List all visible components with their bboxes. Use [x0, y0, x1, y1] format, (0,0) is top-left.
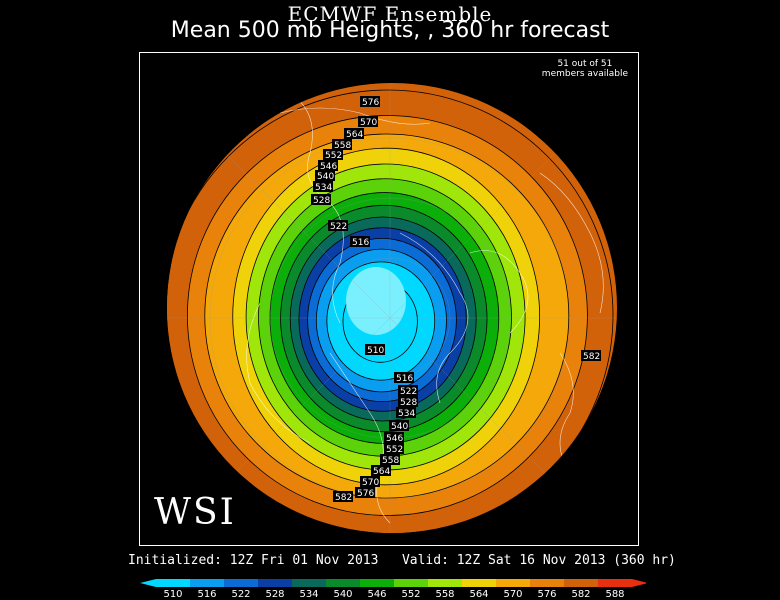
contour-label: 528 [311, 194, 331, 206]
svg-text:546: 546 [320, 162, 337, 172]
legend-label: 558 [435, 589, 454, 599]
svg-text:564: 564 [346, 130, 363, 140]
svg-text:516: 516 [352, 238, 369, 248]
contour-label: 534 [313, 181, 333, 193]
legend-swatch-552 [394, 579, 428, 587]
svg-text:534: 534 [398, 409, 415, 419]
svg-text:576: 576 [357, 489, 374, 499]
contour-label: 540 [315, 170, 335, 182]
contour-label: 564 [371, 465, 391, 477]
contour-label: 582 [333, 491, 353, 503]
legend-label: 528 [265, 589, 284, 599]
svg-text:516: 516 [396, 374, 413, 384]
legend-arrow-right [632, 579, 646, 587]
contour-label: 582 [581, 350, 601, 362]
contour-label: 576 [360, 96, 380, 108]
contour-label: 546 [318, 160, 338, 172]
contour-label: 570 [360, 476, 380, 488]
svg-text:570: 570 [362, 478, 379, 488]
members-text: members available [541, 69, 628, 79]
contour-label: 546 [384, 432, 404, 444]
legend-swatch-528 [258, 579, 292, 587]
svg-text:540: 540 [391, 422, 408, 432]
svg-text:558: 558 [334, 141, 351, 151]
svg-text:582: 582 [335, 493, 352, 503]
svg-text:528: 528 [400, 398, 417, 408]
svg-text:528: 528 [313, 196, 330, 206]
legend-label: 516 [197, 589, 216, 599]
wsi-logo: WSI [154, 492, 236, 533]
svg-text:552: 552 [386, 445, 403, 455]
legend-label: 522 [231, 589, 250, 599]
title-line-1: ECMWF Ensemble [287, 2, 493, 26]
members-count: 51 out of 51 [557, 59, 613, 69]
svg-text:582: 582 [583, 352, 600, 362]
svg-text:510: 510 [367, 346, 384, 356]
svg-text:570: 570 [360, 118, 377, 128]
svg-text:558: 558 [382, 456, 399, 466]
svg-text:564: 564 [373, 467, 390, 477]
legend-swatch-558 [428, 579, 462, 587]
contour-label: 552 [323, 149, 343, 161]
height-map: 5765705645585525465405345285225165105165… [167, 83, 617, 533]
contour-label: 570 [358, 116, 378, 128]
legend-label: 576 [537, 589, 556, 599]
legend-swatch-564 [462, 579, 496, 587]
legend-swatch-510 [156, 579, 190, 587]
legend-label: 570 [503, 589, 522, 599]
members-note: 51 out of 51 members available [542, 59, 628, 79]
map-panel: 576 570 564 558 552 546 540 534 528 522 516 510 516 5… [139, 52, 639, 546]
legend-swatch-546 [360, 579, 394, 587]
contour-label: 528 [398, 396, 418, 408]
legend-swatch-522 [224, 579, 258, 587]
legend-label: 588 [605, 589, 624, 599]
title-line-2: Mean 500 mb Heights, , 360 hr forecast [170, 18, 610, 43]
legend-label: 534 [299, 589, 318, 599]
legend-swatch-516 [190, 579, 224, 587]
legend-label: 582 [571, 589, 590, 599]
legend-swatch-540 [326, 579, 360, 587]
contour-label: 558 [380, 454, 400, 466]
contour-label: 558 [332, 139, 352, 151]
contour-label: 534 [396, 407, 416, 419]
legend-label: 552 [401, 589, 420, 599]
svg-text:522: 522 [400, 387, 417, 397]
contour-label: 522 [398, 385, 418, 397]
legend-arrow-left [140, 579, 156, 587]
contour-label: 540 [389, 420, 409, 432]
svg-text:534: 534 [315, 183, 332, 193]
legend-swatch-582 [564, 579, 598, 587]
legend-swatch-588 [598, 579, 632, 587]
svg-text:540: 540 [317, 172, 334, 182]
svg-text:552: 552 [325, 151, 342, 161]
legend-swatch-576 [530, 579, 564, 587]
graticule [167, 83, 617, 533]
legend-swatch-534 [292, 579, 326, 587]
contour-label: 516 [350, 236, 370, 248]
legend-label: 510 [163, 589, 182, 599]
contour-label: 564 [344, 128, 364, 140]
legend-label: 546 [367, 589, 386, 599]
contour-label: 576 [355, 487, 375, 499]
initialized-text: Initialized: 12Z Fri 01 Nov 2013 [128, 553, 379, 568]
svg-text:546: 546 [386, 434, 403, 444]
contour-label: 522 [328, 220, 348, 232]
legend-swatch-570 [496, 579, 530, 587]
contour-label: 552 [384, 443, 404, 455]
svg-text:576: 576 [362, 98, 379, 108]
contour-label: 516 [394, 372, 414, 384]
contour-label: 510 [365, 344, 385, 356]
svg-text:522: 522 [330, 222, 347, 232]
color-legend: 510 516 522 528 534 540 546 552 558 564 570 576 582 5… [140, 579, 646, 599]
footer-line: Initialized: 12Z Fri 01 Nov 2013 Valid: … [128, 553, 676, 568]
valid-text: Valid: 12Z Sat 16 Nov 2013 (360 hr) [401, 553, 676, 568]
legend-label: 540 [333, 589, 352, 599]
legend-label: 564 [469, 589, 488, 599]
